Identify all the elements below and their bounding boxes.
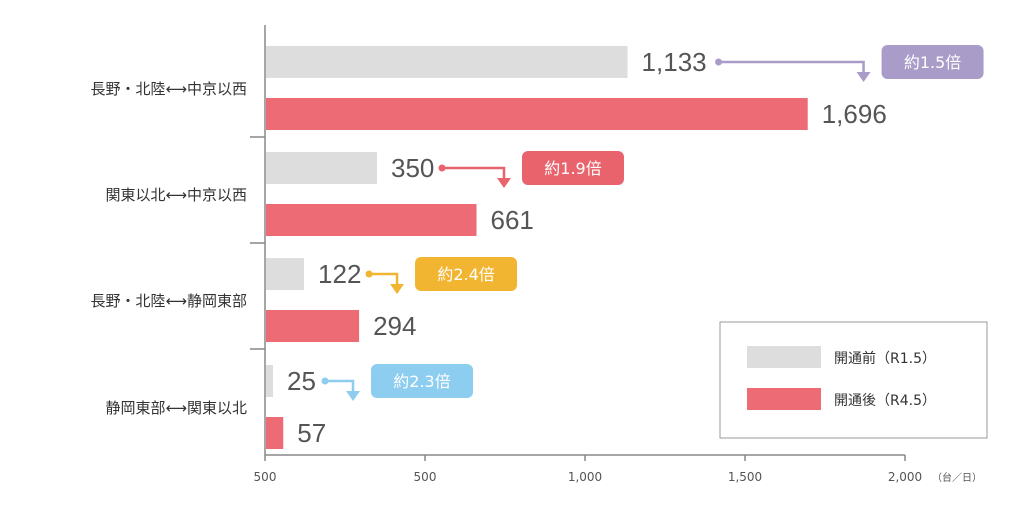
value-label-after: 1,696: [822, 99, 887, 129]
ratio-badge-label: 約1.9倍: [544, 159, 601, 178]
category-from: 長野・北陸: [90, 292, 165, 310]
legend-label: 開通後（R4.5）: [834, 393, 936, 409]
bar-before: [266, 365, 273, 397]
x-tick-label: 500: [254, 470, 277, 484]
ratio-badge: [415, 257, 518, 291]
category-to: 中京以西: [187, 186, 247, 204]
bar-before: [266, 152, 377, 184]
category-label: 長野・北陸⟷静岡東部: [90, 292, 247, 310]
category-to: 関東以北: [187, 399, 247, 417]
value-label-before: 1,133: [642, 47, 707, 77]
legend-swatch: [747, 346, 821, 368]
value-label-before: 350: [391, 153, 434, 183]
double-arrow-icon: ⟷: [165, 80, 187, 98]
bar-after: [266, 417, 284, 449]
category-from: 長野・北陸: [90, 80, 165, 98]
ratio-badge-label: 約2.4倍: [437, 265, 494, 284]
x-tick-label: 1,500: [728, 470, 762, 484]
bar-after: [266, 204, 477, 236]
ratio-arrow-head: [856, 72, 871, 82]
ratio-arrow-line: [325, 379, 355, 393]
ratio-arrow-head: [497, 178, 511, 188]
ratio-arrow-head: [390, 284, 405, 294]
ratio-badge-label: 約2.3倍: [393, 372, 450, 391]
double-arrow-icon: ⟷: [165, 399, 187, 417]
ratio-badge: [881, 45, 984, 79]
bar-before: [266, 258, 305, 290]
ratio-arrow-line: [369, 272, 399, 286]
value-label-after: 57: [297, 418, 326, 448]
legend-swatch: [747, 388, 821, 410]
category-from: 静岡東部: [105, 399, 165, 417]
ratio-badge: [371, 364, 473, 398]
ratio-badge-label: 約1.5倍: [904, 53, 961, 72]
ratio-arrow-line: [442, 166, 506, 180]
bar-after: [266, 310, 360, 342]
x-tick-label: 500: [414, 470, 437, 484]
double-arrow-icon: ⟷: [165, 186, 187, 204]
category-to: 中京以西: [187, 80, 247, 98]
x-axis-unit: （台／日）: [932, 471, 982, 484]
legend-box: [719, 321, 988, 439]
bar-after: [266, 98, 808, 130]
bar-before: [266, 46, 628, 78]
value-label-after: 661: [491, 205, 534, 235]
value-label-before: 122: [318, 259, 361, 289]
category-label: 関東以北⟷中京以西: [105, 186, 247, 204]
legend-label: 開通前（R1.5）: [834, 350, 936, 367]
value-label-after: 294: [373, 311, 416, 341]
ratio-arrow-head: [346, 391, 360, 401]
x-tick-label: 2,000: [888, 470, 922, 484]
double-arrow-icon: ⟷: [165, 292, 187, 310]
value-label-before: 25: [287, 366, 316, 396]
category-from: 関東以北: [105, 186, 165, 204]
ratio-badge: [522, 151, 624, 185]
x-tick-label: 1,000: [568, 470, 602, 484]
category-to: 静岡東部: [187, 292, 247, 310]
ratio-arrow-line: [718, 60, 865, 74]
category-label: 静岡東部⟷関東以北: [105, 399, 247, 417]
category-label: 長野・北陸⟷中京以西: [90, 80, 247, 98]
